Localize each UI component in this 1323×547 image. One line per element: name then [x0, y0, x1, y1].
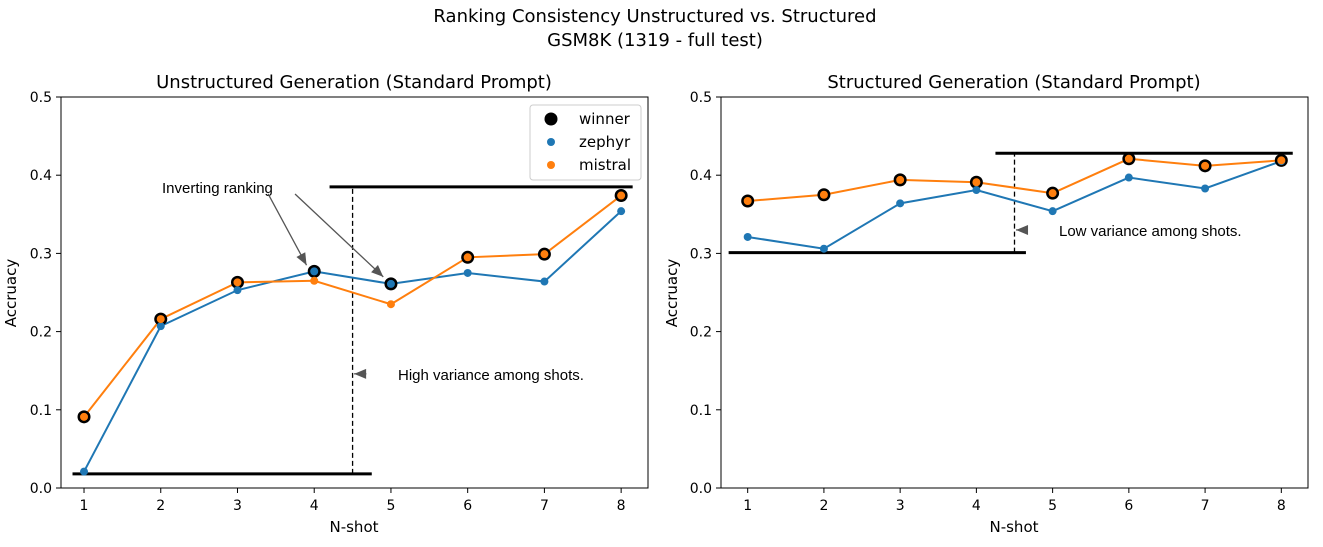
annotation-inverting-ranking: Inverting ranking — [162, 180, 273, 197]
y-tick-label: 0.5 — [690, 90, 712, 106]
legend-marker-zephyr — [547, 138, 555, 146]
point-zephyr — [540, 277, 549, 286]
y-tick-label: 0.1 — [690, 403, 712, 419]
annotation-low-variance: Low variance among shots. — [1059, 223, 1242, 240]
point-mistral — [540, 250, 549, 259]
plot-frame — [60, 96, 649, 489]
variance-arrow — [1016, 224, 1029, 235]
ranking-arrow-1 — [267, 193, 308, 266]
y-tick-label: 0.0 — [690, 481, 712, 497]
series-line-zephyr — [83, 210, 622, 473]
y-tick-label: 0.4 — [690, 168, 712, 184]
x-tick-label: 3 — [896, 498, 905, 514]
annotation-high-variance: High variance among shots. — [398, 367, 584, 384]
point-zephyr — [819, 244, 828, 253]
plot-frame — [720, 96, 1309, 489]
x-tick-label: 7 — [540, 498, 549, 514]
point-mistral — [233, 278, 242, 287]
structured-chart: Structured Generation (Standard Prompt) … — [663, 72, 1309, 536]
point-zephyr — [310, 267, 319, 276]
x-tick-label: 1 — [80, 498, 89, 514]
x-tick-label: 5 — [386, 498, 395, 514]
y-tick-label: 0.5 — [30, 90, 52, 106]
variance-arrow — [354, 368, 367, 379]
point-mistral — [819, 190, 828, 199]
point-zephyr — [386, 279, 395, 288]
legend-label-zephyr: zephyr — [579, 133, 631, 151]
legend-label-winner: winner — [579, 110, 631, 128]
legend-label-mistral: mistral — [579, 156, 631, 174]
figure-title-line1: Ranking Consistency Unstructured vs. Str… — [433, 6, 876, 27]
legend-marker-winner — [544, 112, 558, 126]
point-zephyr — [463, 268, 472, 277]
figure-title-line2: GSM8K (1319 - full test) — [547, 30, 763, 51]
x-tick-label: 7 — [1201, 498, 1210, 514]
x-tick-label: 2 — [156, 498, 165, 514]
x-tick-label: 6 — [1124, 498, 1133, 514]
chart-title: Unstructured Generation (Standard Prompt… — [156, 72, 552, 93]
chart-title: Structured Generation (Standard Prompt) — [827, 72, 1200, 93]
x-tick-label: 3 — [233, 498, 242, 514]
ranking-arrow-1-head — [296, 252, 307, 266]
point-zephyr — [896, 199, 905, 208]
y-tick-label: 0.2 — [30, 325, 52, 341]
point-zephyr — [743, 232, 752, 241]
point-zephyr — [1201, 184, 1210, 193]
point-zephyr — [233, 286, 242, 295]
x-tick-label: 4 — [310, 498, 319, 514]
point-mistral — [972, 178, 981, 187]
point-mistral — [463, 253, 472, 262]
point-mistral — [1048, 189, 1057, 198]
x-tick-label: 8 — [1277, 498, 1286, 514]
point-mistral — [386, 300, 395, 309]
variance-arrow-head — [1016, 224, 1029, 235]
y-axis-label: Accruacy — [663, 259, 681, 328]
x-tick-label: 4 — [972, 498, 981, 514]
series-line-zephyr — [747, 160, 1282, 250]
y-tick-label: 0.1 — [30, 403, 52, 419]
x-tick-label: 8 — [617, 498, 626, 514]
x-axis-label: N-shot — [989, 518, 1038, 536]
point-mistral — [80, 412, 89, 421]
ranking-arrow-2-shaft — [294, 193, 384, 278]
point-zephyr — [617, 207, 626, 216]
y-tick-label: 0.3 — [30, 246, 52, 262]
y-tick-label: 0.0 — [30, 481, 52, 497]
point-zephyr — [1048, 207, 1057, 216]
legend-marker-mistral — [547, 161, 555, 169]
point-mistral — [896, 175, 905, 184]
point-zephyr — [972, 186, 981, 195]
point-mistral — [1124, 154, 1133, 163]
legend-box — [529, 104, 642, 181]
point-zephyr — [80, 467, 89, 476]
y-tick-label: 0.2 — [690, 325, 712, 341]
ranking-arrow-2 — [294, 193, 384, 278]
x-tick-label: 6 — [463, 498, 472, 514]
point-mistral — [156, 315, 165, 324]
point-mistral — [617, 191, 626, 200]
point-mistral — [1277, 156, 1286, 165]
x-tick-label: 2 — [819, 498, 828, 514]
x-tick-label: 1 — [743, 498, 752, 514]
point-mistral — [743, 197, 752, 206]
y-tick-label: 0.3 — [690, 246, 712, 262]
ranking-arrow-2-head — [371, 264, 384, 277]
y-axis-label: Accruacy — [2, 259, 20, 328]
unstructured-chart: Unstructured Generation (Standard Prompt… — [2, 72, 649, 536]
point-mistral — [1201, 161, 1210, 170]
point-mistral — [310, 276, 319, 285]
ranking-arrow-1-shaft — [267, 193, 308, 266]
point-zephyr — [156, 322, 165, 331]
legend: winner zephyr mistral — [529, 104, 642, 181]
variance-arrow-head — [354, 368, 367, 379]
series-line-mistral — [747, 157, 1282, 203]
series-line-mistral — [83, 194, 622, 418]
point-zephyr — [1124, 173, 1133, 182]
y-tick-label: 0.4 — [30, 168, 52, 184]
x-axis-label: N-shot — [329, 518, 378, 536]
x-tick-label: 5 — [1048, 498, 1057, 514]
